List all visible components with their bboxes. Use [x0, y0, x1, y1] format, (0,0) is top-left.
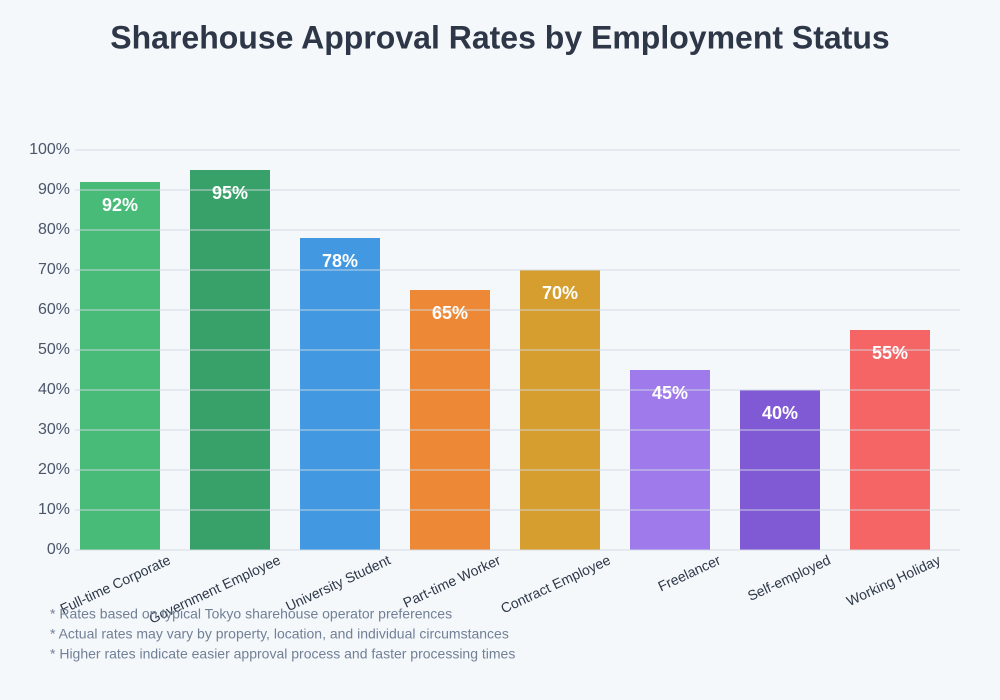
y-tick-label: 40%: [38, 381, 70, 398]
value-label: 65%: [432, 303, 468, 323]
y-tick-label: 70%: [38, 261, 70, 278]
footnote: * Rates based on typical Tokyo sharehous…: [50, 606, 452, 622]
bar: [850, 330, 930, 550]
y-tick-label: 80%: [38, 221, 70, 238]
bar: [410, 290, 490, 550]
y-tick-label: 90%: [38, 181, 70, 198]
y-tick-label: 50%: [38, 341, 70, 358]
bar: [520, 270, 600, 550]
bar: [80, 182, 160, 550]
bar: [300, 238, 380, 550]
value-label: 70%: [542, 283, 578, 303]
bar: [630, 370, 710, 550]
y-tick-label: 10%: [38, 501, 70, 518]
value-label: 78%: [322, 251, 358, 271]
value-label: 45%: [652, 383, 688, 403]
value-label: 55%: [872, 343, 908, 363]
y-tick-label: 30%: [38, 421, 70, 438]
value-label: 95%: [212, 183, 248, 203]
footnote: * Actual rates may vary by property, loc…: [50, 626, 509, 642]
chart-title: Sharehouse Approval Rates by Employment …: [110, 19, 889, 55]
footnote: * Higher rates indicate easier approval …: [50, 646, 515, 662]
value-label: 40%: [762, 403, 798, 423]
y-tick-label: 100%: [29, 141, 70, 158]
y-tick-label: 0%: [47, 541, 70, 558]
y-tick-label: 60%: [38, 301, 70, 318]
bar: [190, 170, 270, 550]
y-tick-label: 20%: [38, 461, 70, 478]
value-label: 92%: [102, 195, 138, 215]
